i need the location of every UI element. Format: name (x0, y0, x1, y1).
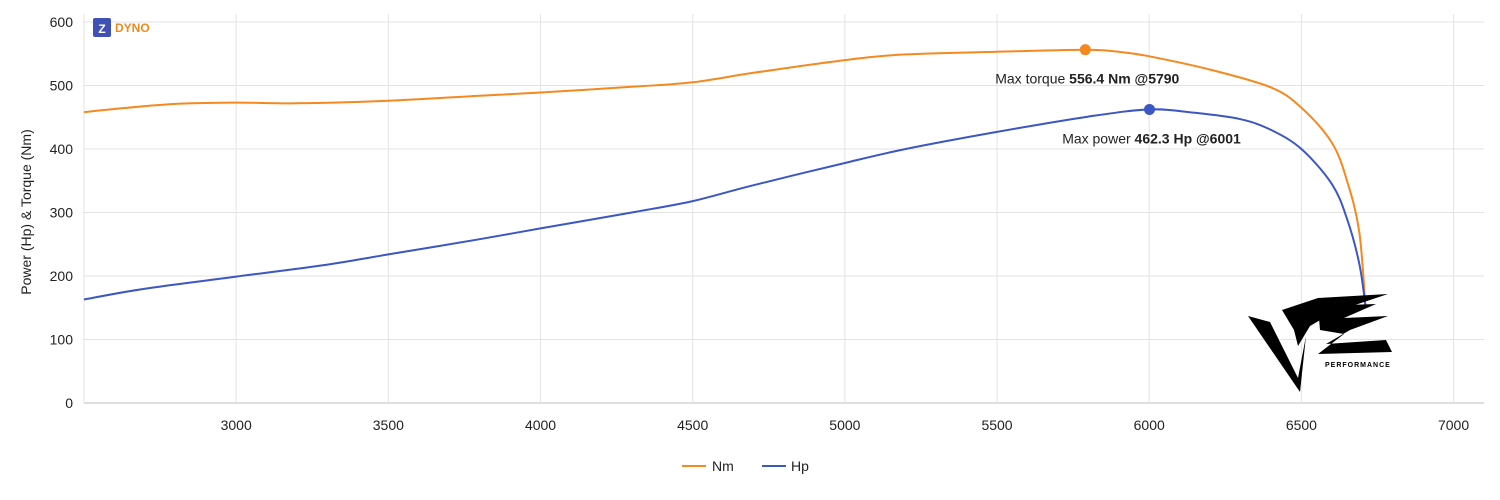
y-tick-label-100: 100 (50, 332, 74, 348)
marker-label-value: 462.3 Hp @6001 (1135, 130, 1241, 146)
y-axis-ticks: 0 100 200 300 400 500 600 (50, 14, 74, 411)
x-tick-label-6000: 6000 (1134, 417, 1165, 433)
x-tick-label-3000: 3000 (221, 417, 252, 433)
y-tick-label-400: 400 (50, 141, 74, 157)
grid-lines (83, 14, 1484, 404)
x-tick-label-5500: 5500 (981, 417, 1012, 433)
marker-dot-nm (1079, 44, 1091, 56)
y-tick-label-200: 200 (50, 268, 74, 284)
logo-letter: Z (98, 22, 105, 36)
series-layer (83, 48, 1367, 305)
x-axis-ticks: 3000 3500 4000 4500 5000 5500 6000 6500 7000 (221, 417, 1470, 433)
zdyno-logo: Z DYNO (93, 18, 150, 37)
legend-label-hp: Hp (791, 458, 809, 474)
series-line-hp (83, 108, 1367, 305)
x-tick-label-6500: 6500 (1286, 417, 1317, 433)
y-axis-title: Power (Hp) & Torque (Nm) (18, 129, 34, 294)
watermark-text: PERFORMANCE (1325, 362, 1391, 369)
x-tick-label-5000: 5000 (829, 417, 860, 433)
y-tick-label-300: 300 (50, 205, 74, 221)
marker-layer: Max torque 556.4 Nm @5790 Max power 462.3… (995, 44, 1241, 146)
series-line-nm (83, 48, 1367, 305)
x-tick-label-4000: 4000 (525, 417, 556, 433)
watermark-z-stroke (1318, 304, 1392, 354)
marker-label-hp: Max power 462.3 Hp @6001 (1062, 130, 1241, 146)
watermark-v-stroke (1248, 316, 1306, 392)
x-tick-label-7000: 7000 (1438, 417, 1469, 433)
watermark-brush-stroke (1282, 294, 1388, 346)
legend: Nm Hp (682, 458, 809, 474)
y-tick-label-0: 0 (65, 395, 73, 411)
y-tick-label-500: 500 (50, 78, 74, 94)
logo-text: DYNO (115, 21, 150, 35)
y-tick-label-600: 600 (50, 14, 74, 30)
marker-label-prefix: Max power (1062, 130, 1134, 146)
watermark-logo: PERFORMANCE (1248, 294, 1392, 392)
x-tick-label-3500: 3500 (373, 417, 404, 433)
marker-label-value: 556.4 Nm @5790 (1069, 71, 1179, 87)
logo-square (93, 18, 111, 37)
legend-label-nm: Nm (712, 458, 734, 474)
marker-label-prefix: Max torque (995, 71, 1069, 87)
marker-label-nm: Max torque 556.4 Nm @5790 (995, 71, 1179, 87)
x-tick-label-4500: 4500 (677, 417, 708, 433)
marker-dot-hp (1144, 103, 1156, 115)
